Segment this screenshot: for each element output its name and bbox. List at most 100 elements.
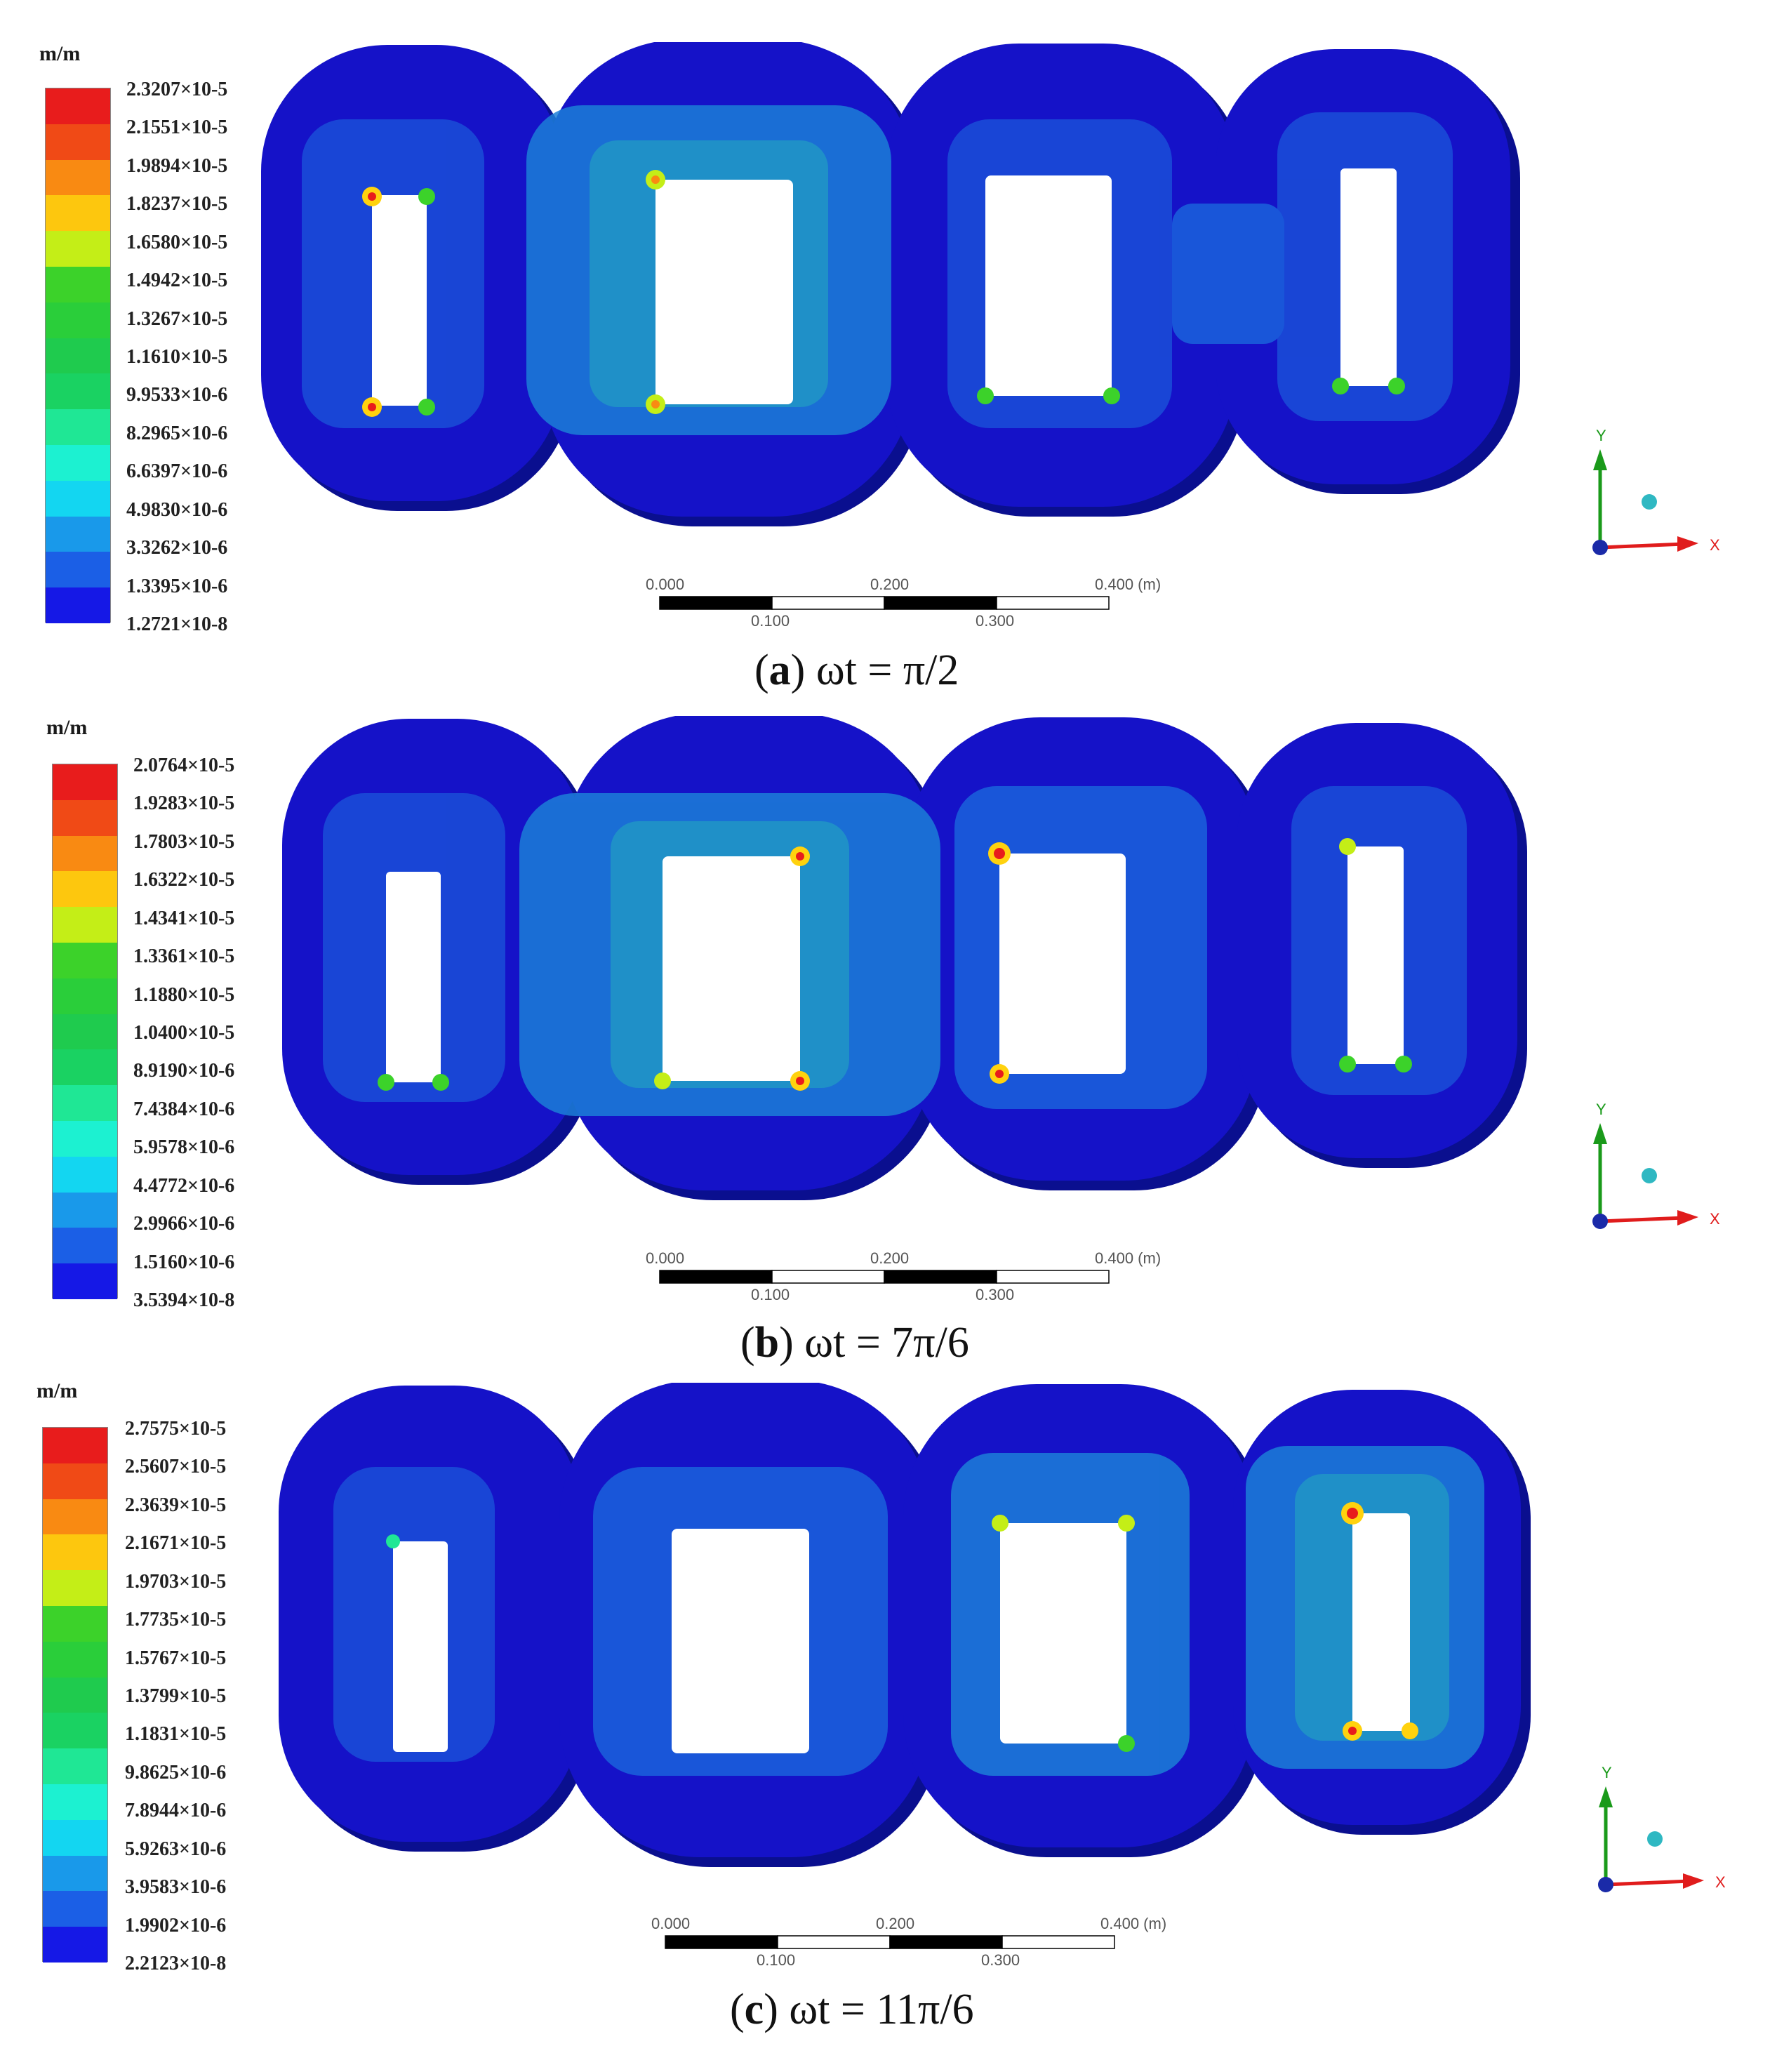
legend-swatch [46, 409, 110, 445]
caption-letter: b [754, 1319, 780, 1367]
legend-swatch [53, 978, 117, 1014]
legend-value: 1.7803×10-5 [133, 830, 235, 853]
strain-zones [333, 1446, 1484, 1776]
legend-swatch [43, 1855, 107, 1892]
legend-swatch [46, 88, 110, 124]
legend-swatch [53, 1049, 117, 1086]
scale-bar: 0.000 0.200 0.400 (m) 0.100 0.300 [646, 576, 1161, 632]
legend-swatch [43, 1428, 107, 1463]
scale-label: 0.000 [646, 1249, 685, 1267]
legend-swatch [46, 587, 110, 623]
legend-swatch [43, 1570, 107, 1606]
legend-value: 1.5767×10-5 [125, 1647, 227, 1669]
scale-label: 0.200 [870, 1249, 910, 1267]
legend-value: 1.9283×10-5 [133, 792, 235, 815]
legend-swatch [46, 302, 110, 338]
scale-segment [771, 596, 885, 610]
scale-segment [996, 596, 1110, 610]
color-legend [42, 1427, 108, 1963]
scale-label: 0.100 [757, 1951, 796, 1969]
strain-zones [302, 105, 1453, 435]
legend-swatch [43, 1534, 107, 1571]
window-holes [372, 168, 1397, 406]
legend-swatch [53, 1120, 117, 1157]
legend-value: 1.1831×10-5 [125, 1723, 227, 1746]
legend-swatch [53, 907, 117, 943]
legend-value: 1.4942×10-5 [126, 270, 228, 292]
scale-label: 0.400 (m) [1100, 1915, 1167, 1932]
scale-bar: 0.000 0.200 0.400 (m) 0.100 0.300 [646, 1249, 1161, 1306]
legend-value: 1.6580×10-5 [126, 231, 228, 253]
legend-unit: m/m [39, 42, 81, 65]
legend-swatch [46, 480, 110, 517]
legend-swatch [43, 1713, 107, 1749]
legend-swatch [46, 373, 110, 410]
legend-value: 1.8237×10-5 [126, 193, 228, 215]
window-holes [393, 1513, 1410, 1753]
legend-swatch [53, 1014, 117, 1050]
legend-value: 1.3799×10-5 [125, 1685, 227, 1707]
legend-value: 2.9966×10-6 [133, 1213, 235, 1235]
legend-value: 1.9703×10-5 [125, 1570, 227, 1593]
scale-segment [659, 1270, 773, 1284]
legend-swatch [53, 1263, 117, 1299]
legend-value: 1.1610×10-5 [126, 346, 228, 368]
legend-swatch [43, 1819, 107, 1856]
scale-segment [996, 1270, 1110, 1284]
legend-swatch [43, 1927, 107, 1963]
hotspots [378, 838, 1412, 1091]
legend-value: 7.8944×10-6 [125, 1800, 227, 1822]
legend-swatch [43, 1891, 107, 1927]
legend-value: 2.1671×10-5 [125, 1532, 227, 1555]
scale-segment [1001, 1935, 1115, 1949]
legend-value: 6.6397×10-6 [126, 460, 228, 483]
legend-value: 1.2721×10-8 [126, 613, 228, 635]
axis-triad: Y X [1592, 427, 1719, 555]
caption-letter: c [744, 1986, 764, 2033]
legend-value: 5.9578×10-6 [133, 1136, 235, 1159]
legend-swatch [53, 942, 117, 978]
legend-value: 2.1551×10-5 [126, 117, 228, 139]
hotspots [386, 1502, 1418, 1752]
legend-value: 3.3262×10-6 [126, 537, 228, 559]
legend-swatch [53, 799, 117, 836]
legend-value: 9.8625×10-6 [125, 1761, 227, 1784]
legend-value: 1.0400×10-5 [133, 1022, 235, 1044]
legend-value: 2.7575×10-5 [125, 1418, 227, 1440]
scale-label: 0.300 [976, 612, 1015, 630]
legend-swatch [43, 1605, 107, 1642]
legend-value: 2.3639×10-5 [125, 1494, 227, 1516]
scale-label: 0.200 [870, 576, 910, 593]
legend-swatch [43, 1463, 107, 1499]
scale-bar-graphic [659, 1270, 1110, 1284]
scale-label: 0.000 [651, 1915, 691, 1932]
legend-value: 3.9583×10-6 [125, 1876, 227, 1899]
legend-swatch [46, 516, 110, 552]
legend-value: 2.2123×10-8 [125, 1953, 227, 1974]
legend-value: 1.6322×10-5 [133, 869, 235, 891]
caption: (c) ωt = 11π/6 [730, 1986, 974, 2033]
scale-bar-graphic [659, 596, 1110, 610]
scale-segment [884, 1270, 997, 1284]
legend-value: 3.5394×10-8 [133, 1289, 235, 1311]
legend-swatch [46, 444, 110, 481]
legend-value: 2.0764×10-5 [133, 755, 235, 776]
legend-swatch [46, 552, 110, 588]
y-axis-label: Y [1596, 1101, 1606, 1118]
legend-value: 1.5160×10-6 [133, 1251, 235, 1273]
legend-value: 8.2965×10-6 [126, 422, 228, 444]
scale-label: 0.000 [646, 576, 685, 593]
x-axis-label: X [1710, 1210, 1719, 1228]
legend-value: 1.3395×10-6 [126, 575, 228, 597]
legend-swatch [53, 764, 117, 800]
hotspots [362, 170, 1405, 417]
x-axis-label: X [1715, 1873, 1725, 1891]
scale-label: 0.300 [976, 1286, 1015, 1303]
scale-bar-graphic [665, 1935, 1115, 1949]
scale-label: 0.100 [751, 612, 790, 630]
legend-value: 2.5607×10-5 [125, 1456, 227, 1478]
scale-bar: 0.000 0.200 0.400 (m) 0.100 0.300 [651, 1915, 1166, 1971]
legend-value: 2.3207×10-5 [126, 79, 228, 100]
legend-swatch [46, 231, 110, 267]
transformer-core-strain-contour [282, 716, 1527, 1200]
